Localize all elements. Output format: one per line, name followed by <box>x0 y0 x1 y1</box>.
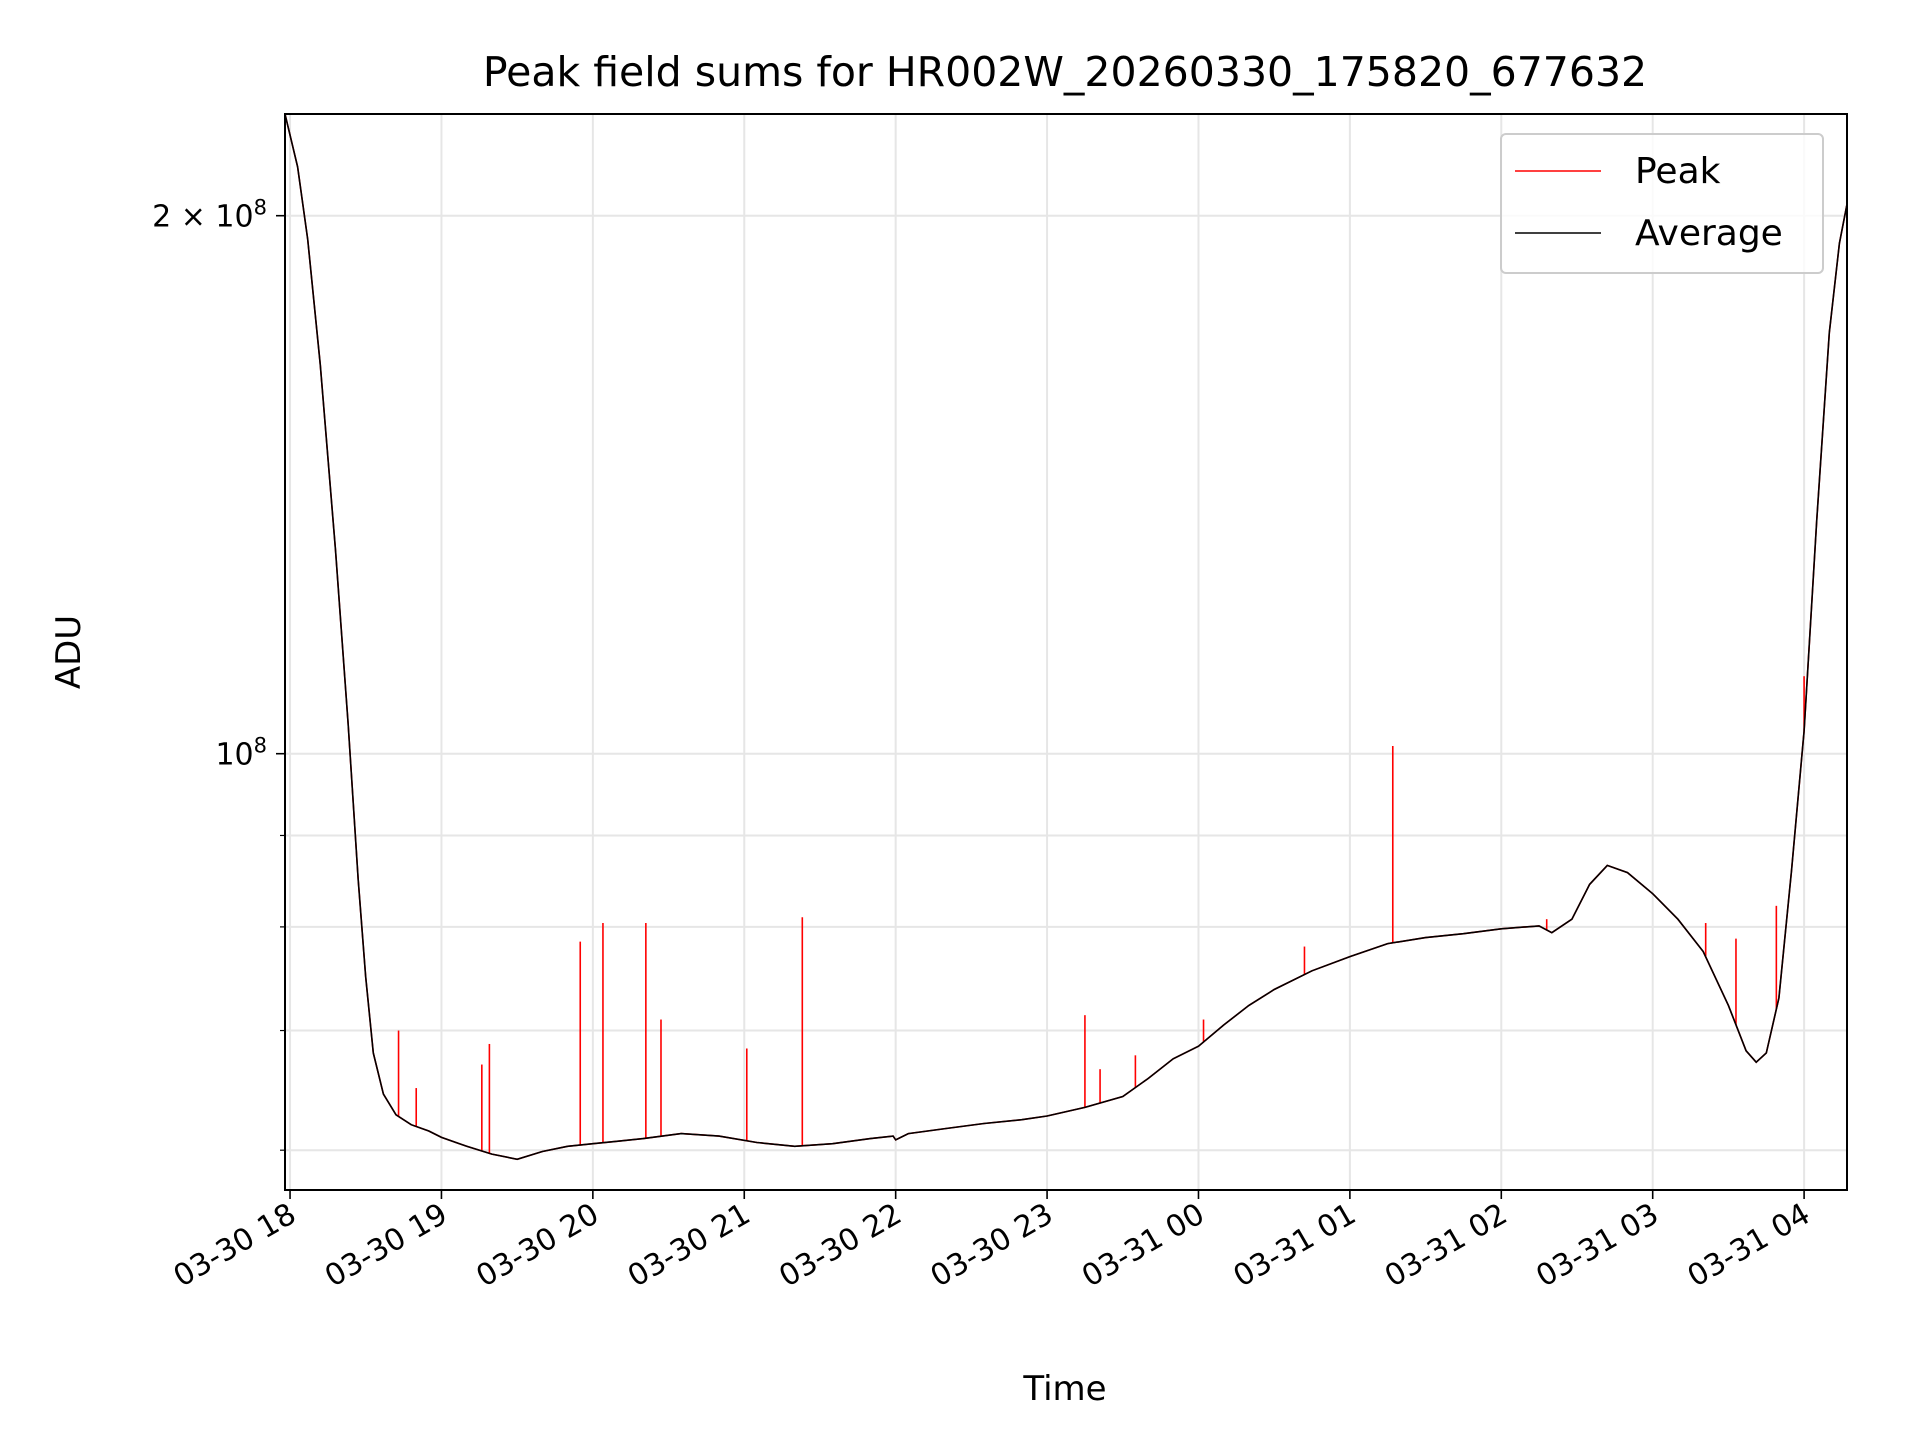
y-tick-label: 2 × 108 <box>152 196 267 235</box>
legend: Peak Average <box>1500 133 1824 274</box>
grid <box>285 114 1847 1190</box>
chart-title: Peak field sums for HR002W_20260330_1758… <box>483 48 1647 96</box>
legend-box <box>1500 133 1824 274</box>
plot-frame <box>284 113 1848 1191</box>
average-line <box>284 113 1848 1161</box>
y-axis-label: ADU <box>49 615 89 689</box>
y-tick-label: 108 <box>215 734 267 773</box>
legend-label-average: Average <box>1635 213 1783 254</box>
plot-series <box>284 113 1848 1161</box>
legend-label-peak: Peak <box>1635 151 1721 192</box>
x-axis-label: Time <box>1022 1369 1106 1409</box>
y-axis-ticks: 2 × 108 108 <box>152 196 285 1151</box>
